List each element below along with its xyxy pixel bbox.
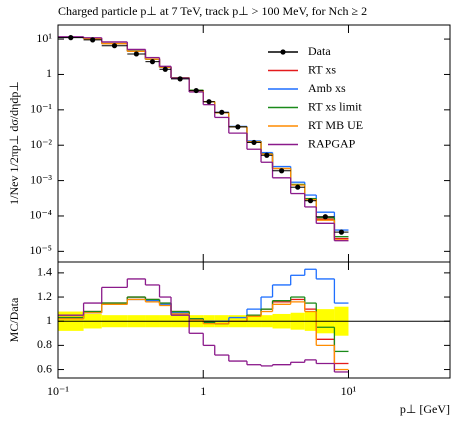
data-point xyxy=(219,109,225,115)
legend-label: RT MB UE xyxy=(308,118,363,132)
step-connector xyxy=(82,37,336,240)
x-axis-label: p⊥ [GeV] xyxy=(400,402,450,416)
data-point xyxy=(68,35,74,41)
y-tick-label: 10⁻⁵ xyxy=(29,243,52,257)
data-point xyxy=(133,51,139,57)
data-point xyxy=(193,87,199,94)
y-tick-label: 1 xyxy=(46,313,52,327)
step-connector xyxy=(82,37,336,239)
data-point xyxy=(322,214,328,220)
step-connector xyxy=(82,299,336,370)
y-tick-label: 0.6 xyxy=(37,361,52,375)
step-connector xyxy=(82,37,336,237)
legend-marker xyxy=(280,49,286,55)
data-point xyxy=(149,59,156,65)
data-point xyxy=(279,168,285,174)
data-point xyxy=(206,99,212,105)
step-connector xyxy=(82,297,336,364)
y-axis-label: 1/Nev 1/2πp⊥ dσ/dηdp⊥ xyxy=(7,81,21,205)
step-connector xyxy=(82,36,336,241)
y-tick-label: 10⁻³ xyxy=(30,172,52,186)
x-tick-label: 1 xyxy=(200,384,206,398)
data-point xyxy=(177,76,183,82)
data-point xyxy=(235,124,241,130)
data-point xyxy=(162,66,168,72)
legend-label: Data xyxy=(308,44,331,58)
data-point xyxy=(307,198,314,204)
y-tick-label: 1.4 xyxy=(37,265,52,279)
legend-label: Amb xs xyxy=(308,81,346,95)
legend-label: RAPGAP xyxy=(308,136,356,150)
data-point xyxy=(90,37,96,43)
x-tick-label: 10⁻¹ xyxy=(47,384,69,398)
y-tick-label: 0.8 xyxy=(37,337,52,351)
step-connector xyxy=(82,37,336,231)
y-tick-label: 10⁻⁴ xyxy=(29,208,52,222)
y-tick-label: 1 xyxy=(46,66,52,80)
data-point xyxy=(251,139,257,146)
y-tick-label: 10¹ xyxy=(36,31,52,45)
y-tick-label: 1.2 xyxy=(37,289,52,303)
chart-title: Charged particle p⊥ at 7 TeV, track p⊥ >… xyxy=(58,4,367,18)
y-tick-label: 10⁻¹ xyxy=(30,102,52,116)
plot-frame xyxy=(57,261,451,379)
legend-label: RT xs limit xyxy=(308,99,362,113)
data-point xyxy=(295,184,301,190)
data-point xyxy=(264,152,270,158)
step-connector xyxy=(82,278,336,372)
data-point xyxy=(111,43,118,49)
legend-label: RT xs xyxy=(308,62,336,76)
x-tick-label: 10¹ xyxy=(341,384,357,398)
ratio-y-axis-label: MC/Data xyxy=(7,297,21,342)
data-point xyxy=(338,229,345,235)
y-tick-label: 10⁻² xyxy=(30,137,52,151)
